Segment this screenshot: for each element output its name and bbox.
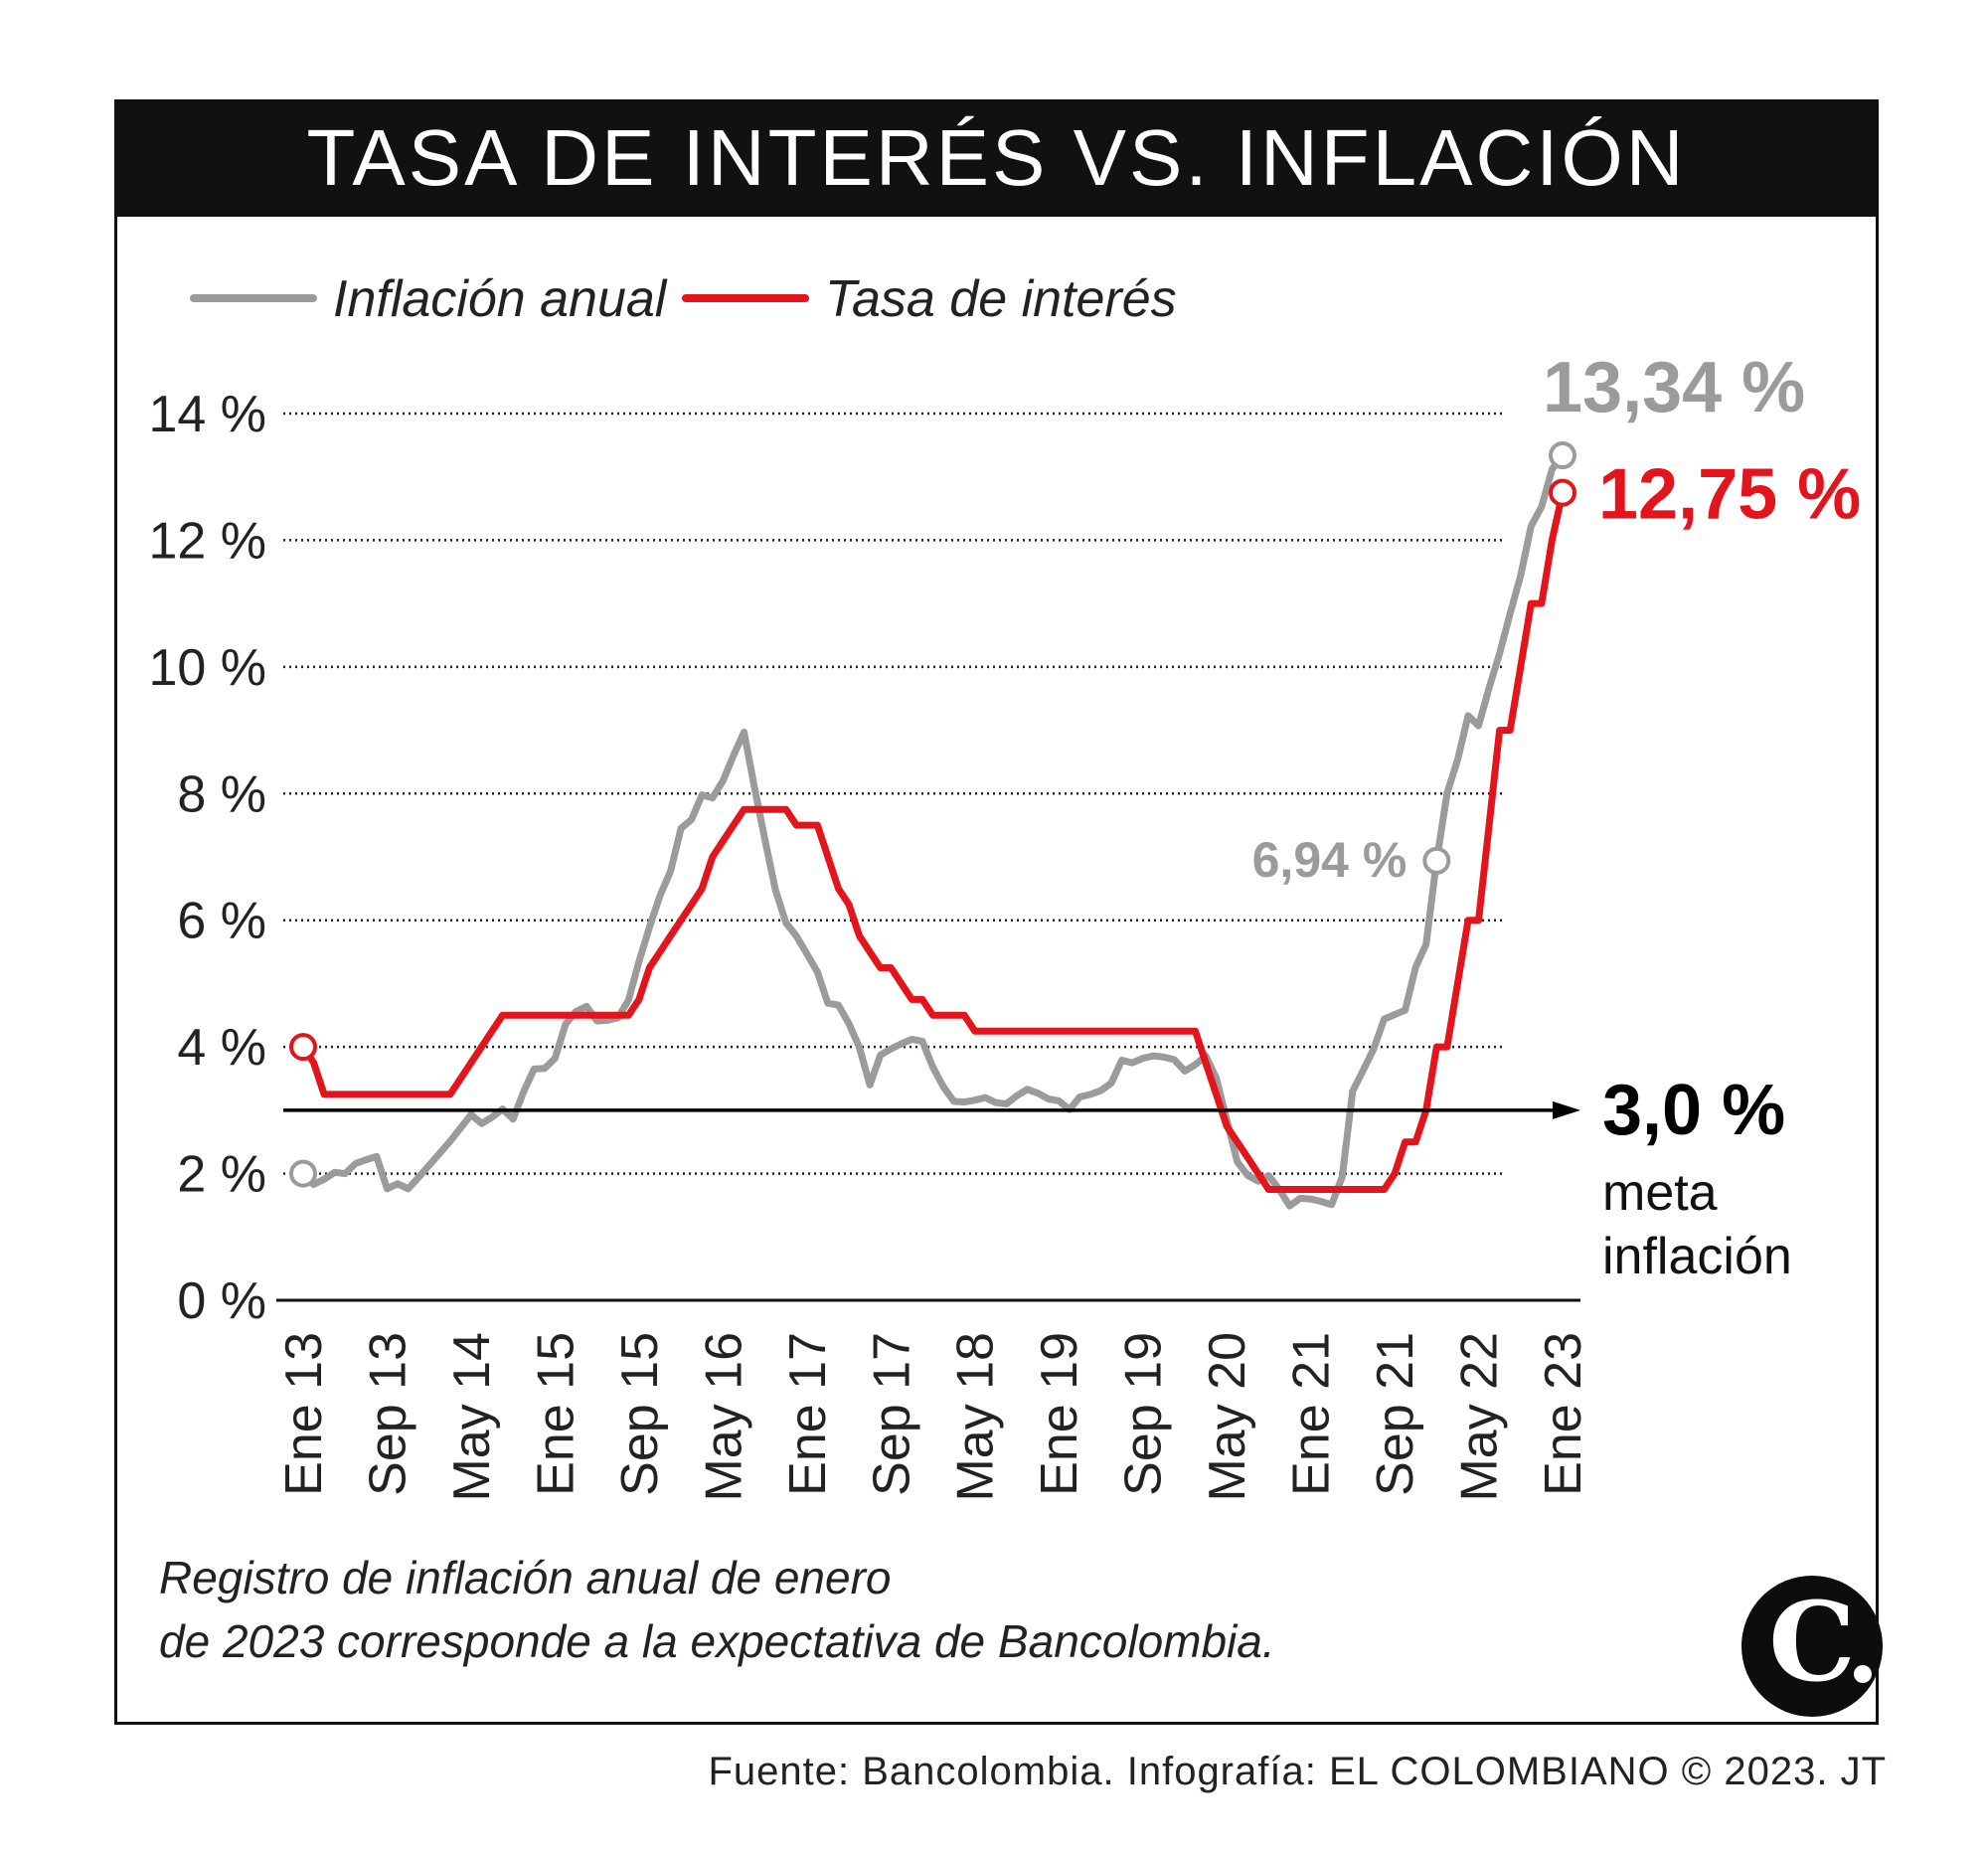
y-tick-label: 8 % (177, 765, 266, 823)
x-tick-label: Sep 17 (863, 1332, 920, 1496)
x-tick-label: Sep 15 (611, 1332, 669, 1496)
reference-line-group: 3,0 % meta inflación (283, 1071, 1792, 1285)
data-marker (1422, 846, 1451, 875)
chart-frame (114, 99, 1879, 1725)
y-tick-label: 6 % (177, 893, 266, 950)
x-axis-ticks: Ene 13 Sep 13 May 14 Ene 15 Sep 15 May 16 Ene … (275, 1332, 1592, 1502)
x-tick-label: Ene 13 (275, 1332, 333, 1496)
chart-title-bar: TASA DE INTERÉS VS. INFLACIÓN (114, 99, 1879, 217)
legend: Inflación anual Tasa de interés (190, 270, 1177, 328)
target-arrow-icon (1553, 1100, 1580, 1119)
legend-label: Tasa de interés (825, 270, 1177, 328)
x-tick-label: Ene 21 (1283, 1332, 1341, 1496)
data-marker (1549, 441, 1576, 470)
markers (289, 441, 1576, 1188)
value-annotation: 13,34 % (1543, 348, 1805, 427)
footnote-line-2: de 2023 corresponde a la expectativa de … (159, 1615, 1275, 1667)
x-tick-label: Ene 23 (1535, 1332, 1592, 1496)
x-tick-label: Ene 19 (1031, 1332, 1088, 1496)
footnote-line-1: Registro de inflación anual de enero (159, 1552, 892, 1603)
y-tick-label: 2 % (177, 1146, 266, 1204)
y-axis-ticks: 0 % 2 % 4 % 6 % 8 % 10 % 12 % 14 % (148, 386, 266, 1330)
y-tick-label: 14 % (148, 386, 266, 443)
source-credit: Fuente: Bancolombia. Infografía: EL COLO… (708, 1750, 1887, 1793)
x-tick-label: Ene 15 (527, 1332, 584, 1496)
x-tick-label: May 22 (1451, 1332, 1509, 1502)
target-caption-line: meta (1602, 1164, 1718, 1222)
target-caption-line: inflación (1602, 1228, 1792, 1285)
interest-series-line (299, 489, 1567, 1193)
el-colombiano-logo-icon: C (1741, 1576, 1883, 1717)
x-tick-label: Sep 21 (1367, 1332, 1424, 1496)
y-tick-label: 0 % (177, 1272, 266, 1330)
target-value-label: 3,0 % (1602, 1071, 1785, 1150)
y-tick-label: 12 % (148, 512, 266, 570)
chart-title: TASA DE INTERÉS VS. INFLACIÓN (306, 113, 1687, 202)
x-tick-label: Sep 13 (359, 1332, 416, 1496)
x-tick-label: May 16 (695, 1332, 752, 1502)
data-marker (1549, 478, 1576, 507)
series-lines (299, 451, 1567, 1210)
footnote: Registro de inflación anual de enero de … (159, 1546, 1275, 1673)
x-tick-label: Sep 19 (1115, 1332, 1173, 1496)
y-tick-label: 4 % (177, 1019, 266, 1077)
y-tick-label: 10 % (148, 639, 266, 697)
data-marker (289, 1159, 317, 1188)
value-annotation: 6,94 % (1252, 832, 1408, 888)
annotations: 13,34 % 12,75 % 6,94 % (1252, 348, 1862, 888)
x-tick-label: May 14 (443, 1332, 501, 1502)
x-tick-label: Ene 17 (779, 1332, 837, 1496)
gridlines (283, 412, 1506, 1175)
logo-letter: C (1768, 1578, 1872, 1706)
inflation-series-line (299, 451, 1567, 1210)
legend-label: Inflación anual (333, 270, 668, 328)
value-annotation: 12,75 % (1598, 455, 1861, 535)
x-tick-label: May 20 (1199, 1332, 1256, 1502)
x-tick-label: May 18 (947, 1332, 1005, 1502)
data-marker (289, 1033, 317, 1062)
